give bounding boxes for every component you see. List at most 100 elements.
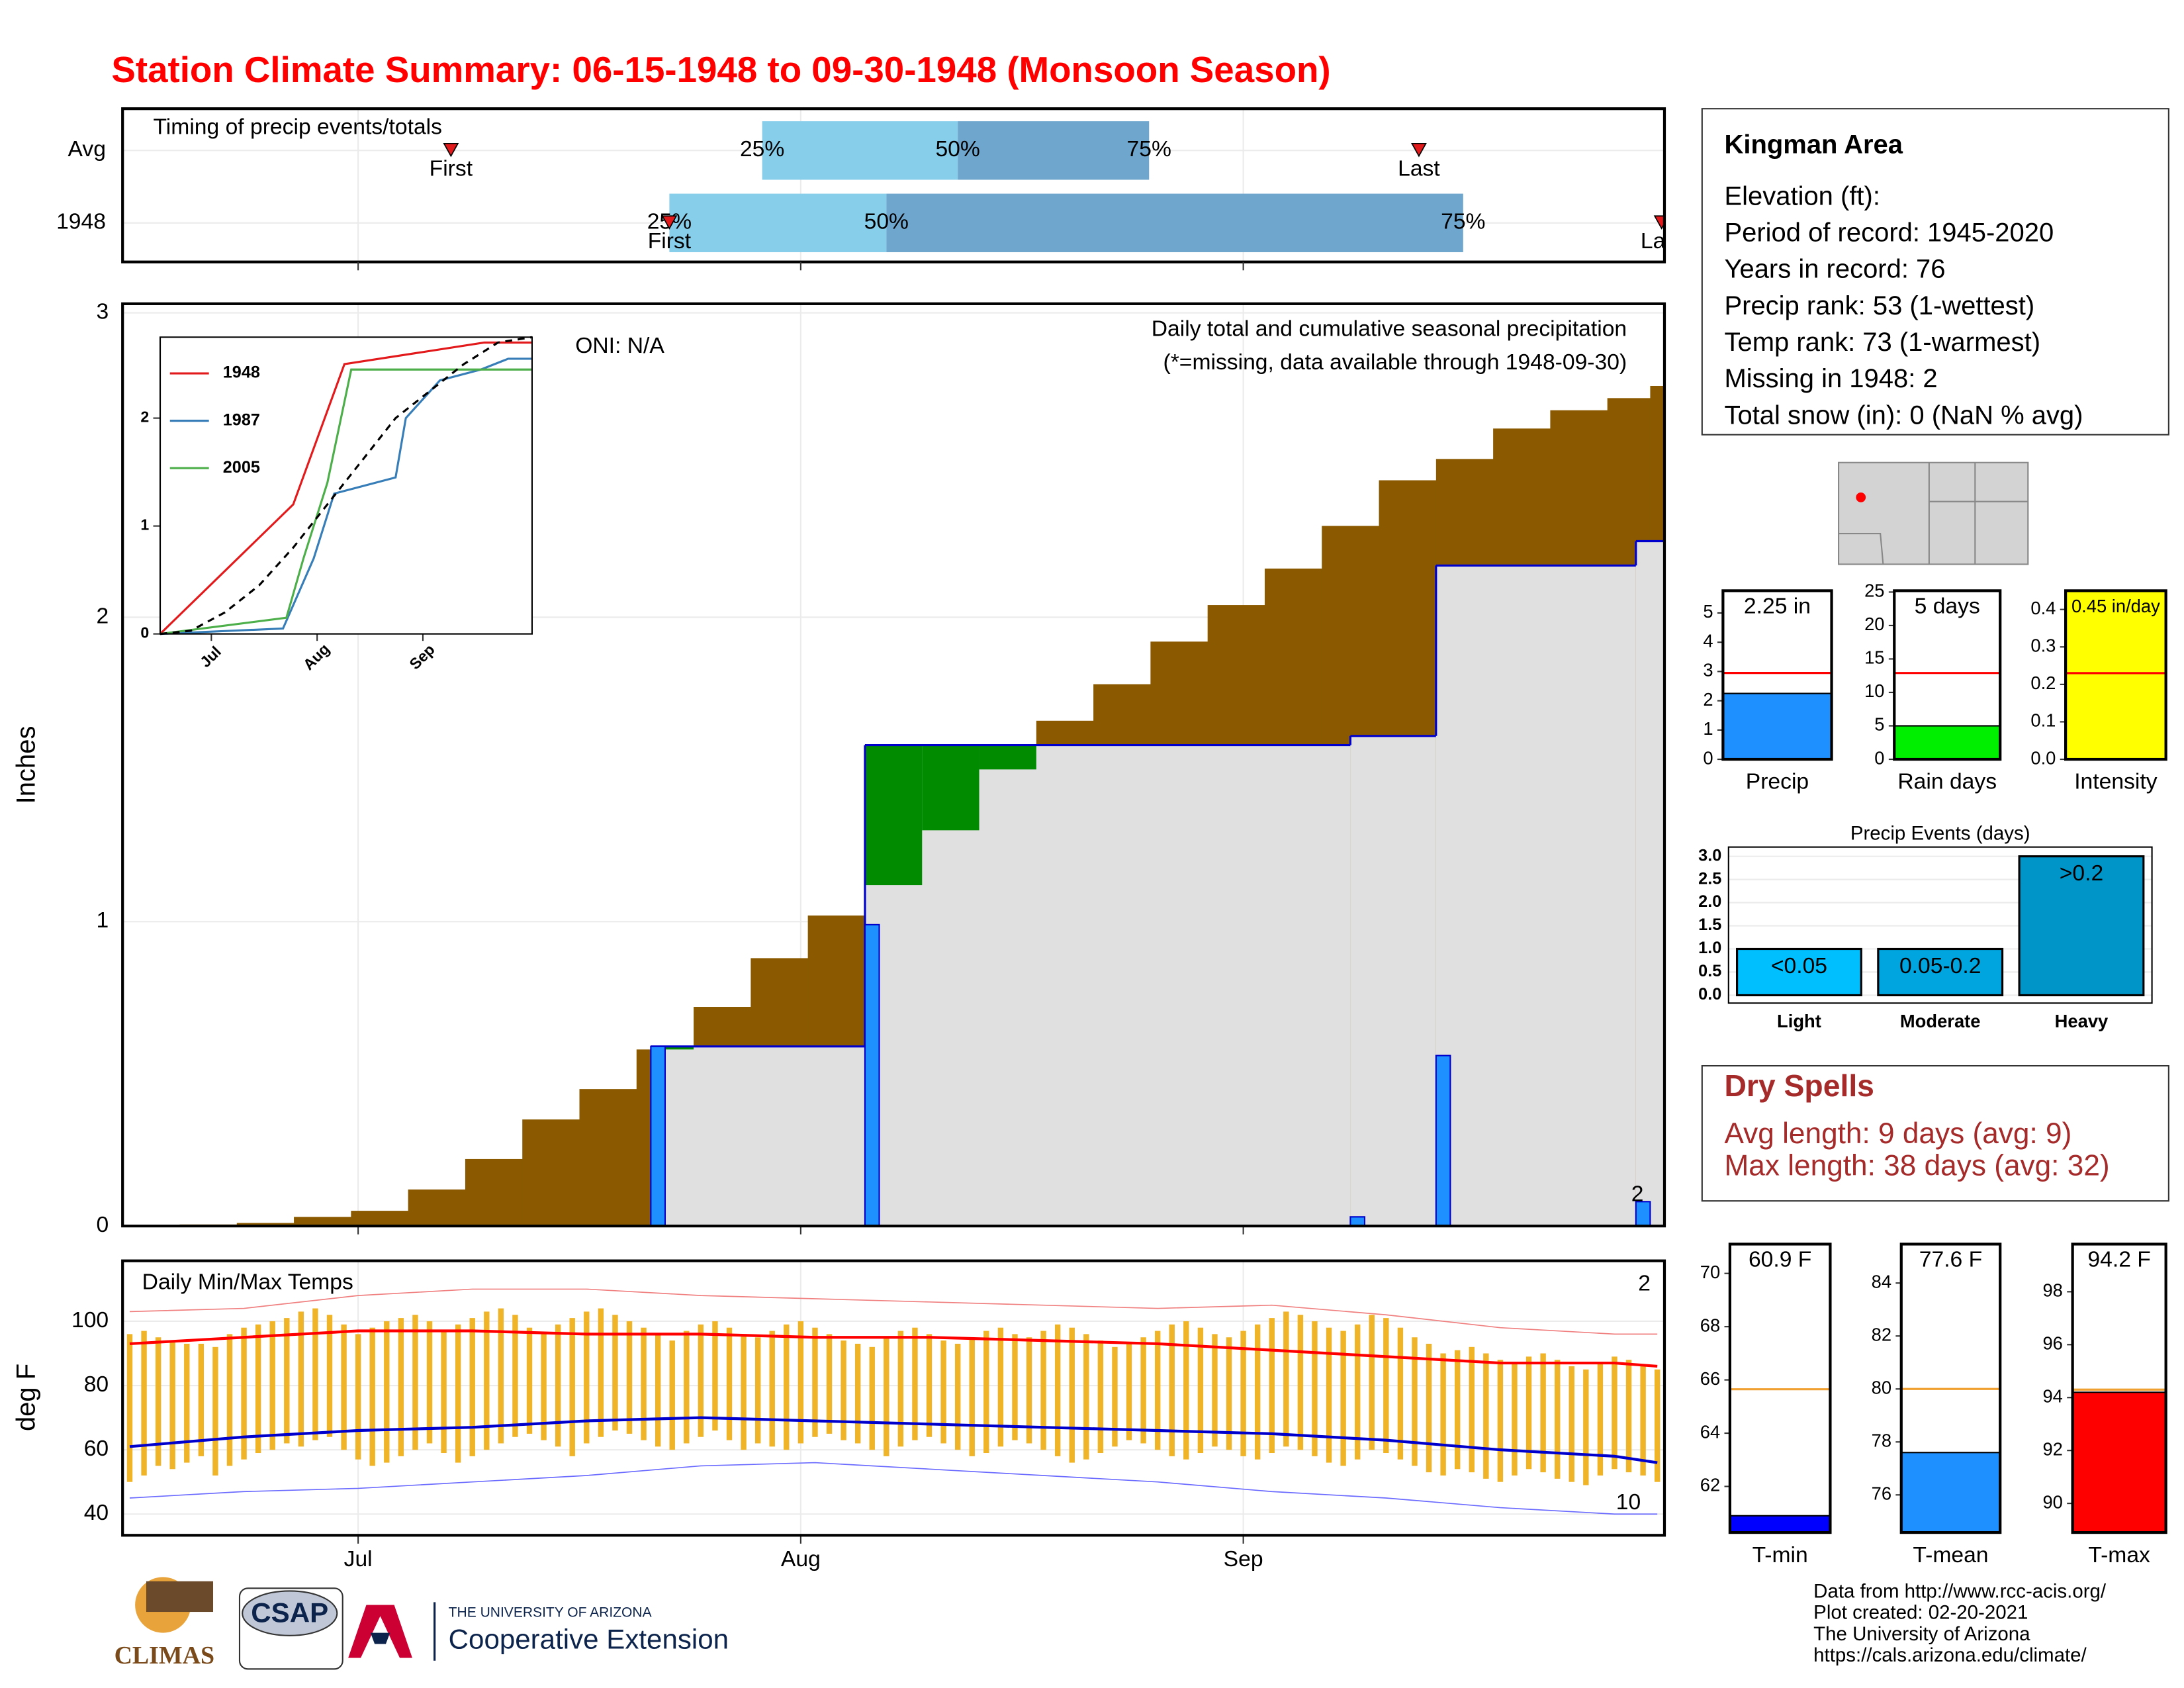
temp-range-bar	[1625, 1360, 1632, 1473]
quartile-bar	[886, 193, 1463, 252]
footer-line: Data from http://www.rcc-acis.org/	[1813, 1580, 2107, 1602]
event-marker	[1410, 142, 1427, 158]
gauge-bar	[1900, 1452, 2001, 1534]
temp-range-bar	[1054, 1324, 1061, 1456]
gauge-bar	[1729, 1515, 1831, 1534]
y-tick-label: 4	[1703, 630, 1713, 651]
logos	[135, 1577, 436, 1670]
cumulative-step	[1350, 735, 1436, 1227]
temp-range-bar	[669, 1340, 675, 1450]
page-title: Station Climate Summary: 06-15-1948 to 0…	[111, 49, 1330, 90]
y-tick-label: 1	[1703, 718, 1713, 739]
y-tick-label: 25	[1864, 581, 1884, 601]
gauge-bar	[1722, 692, 1833, 761]
y-tick-label: 68	[1700, 1315, 1720, 1335]
temp-range-bar	[412, 1315, 418, 1450]
temp-range-bar	[441, 1331, 447, 1454]
temp-range-bar	[926, 1334, 933, 1437]
event-label: Last	[1398, 157, 1440, 181]
above-average	[864, 745, 923, 886]
y-tick-label: 62	[1700, 1475, 1720, 1495]
bar-label: <0.05	[1771, 954, 1827, 978]
temp-range-bar	[655, 1334, 661, 1447]
temp-range-bar	[969, 1337, 975, 1456]
avg-cumulative-step	[579, 1089, 637, 1227]
temp-range-bar	[184, 1343, 190, 1463]
temp-range-bar	[1554, 1360, 1561, 1479]
x-tick-label: Sep	[406, 641, 437, 673]
temp-range-bar	[426, 1321, 433, 1444]
x-tick-label: Sep	[1224, 1547, 1263, 1571]
temp-range-bar	[1283, 1311, 1289, 1447]
y-tick-label: 0.0	[2030, 747, 2056, 768]
temp-range-bar	[1197, 1327, 1204, 1454]
temp-range-bar	[141, 1331, 147, 1476]
info-box	[1701, 108, 2169, 436]
avg-cumulative-step	[408, 1189, 466, 1227]
temp-range-bar	[255, 1324, 261, 1454]
chart-subtitle: Daily total and cumulative seasonal prec…	[1152, 317, 1627, 342]
bar-label: 0.05-0.2	[1899, 954, 1981, 978]
y-tick-label: 84	[1872, 1271, 1891, 1291]
y-tick-label: 98	[2042, 1280, 2062, 1301]
temp-range-bar	[1212, 1334, 1218, 1447]
avg-max-line	[129, 1329, 1658, 1368]
temp-range-bar	[1540, 1353, 1546, 1473]
category-label: T-max	[2088, 1543, 2150, 1568]
temp-range-bar	[355, 1334, 361, 1460]
daily-precip-bar	[864, 923, 880, 1227]
temp-range-bar	[912, 1327, 918, 1440]
x-tick-label: Jul	[197, 643, 224, 671]
event-label: First	[648, 229, 692, 254]
temp-range-bar	[612, 1315, 618, 1431]
x-tick-label: Heavy	[2055, 1011, 2109, 1031]
record-low-line	[129, 1462, 1658, 1515]
missing-count: 2	[1631, 1182, 1644, 1207]
temp-range-bar	[1597, 1363, 1604, 1476]
y-tick-label: 1.5	[1698, 915, 1721, 934]
panel-title: Timing of precip events/totals	[154, 115, 442, 140]
quartile-label: 75%	[1441, 210, 1485, 234]
chart-note: (*=missing, data available through 1948-…	[1163, 350, 1627, 375]
info-line: Total snow (in): 0 (NaN % avg)	[1724, 400, 2083, 430]
extension-name: Cooperative Extension	[449, 1623, 729, 1654]
dry-spells-line: Avg length: 9 days (avg: 9)	[1724, 1117, 2071, 1150]
temp-range-bar	[826, 1334, 833, 1434]
avg-min-line	[129, 1416, 1658, 1464]
temp-range-bar	[1112, 1346, 1118, 1447]
temp-range-bar	[326, 1315, 333, 1437]
record-high-line	[129, 1288, 1658, 1335]
temp-range-bar	[741, 1334, 747, 1450]
temp-range-bar	[1083, 1334, 1089, 1460]
temp-range-bar	[498, 1308, 504, 1444]
temp-range-bar	[897, 1331, 904, 1447]
y-tick-label: 15	[1864, 647, 1884, 668]
dry-spells-line: Max length: 38 days (avg: 32)	[1724, 1149, 2109, 1182]
temp-range-bar	[1454, 1350, 1461, 1470]
y-tick-label: 3	[1703, 660, 1713, 680]
temp-range-bar	[1369, 1315, 1375, 1450]
event-marker	[443, 142, 459, 158]
y-tick-label: 66	[1700, 1368, 1720, 1389]
temp-range-bar	[1397, 1327, 1404, 1460]
panel-frame	[159, 336, 533, 635]
temp-range-bar	[469, 1318, 475, 1456]
quartile-label: 75%	[1127, 137, 1171, 162]
temp-range-bar	[997, 1327, 1004, 1447]
y-tick-label: 0	[1703, 747, 1713, 768]
y-axis-title: deg F	[12, 1364, 41, 1431]
climas-logo: CLIMAS	[114, 1642, 215, 1669]
value-label: 94.2 F	[2087, 1248, 2150, 1272]
y-tick-label: 60	[84, 1436, 109, 1461]
temp-range-bar	[1183, 1321, 1189, 1460]
footer-line: The University of Arizona	[1813, 1623, 2030, 1645]
info-line: Elevation (ft):	[1724, 181, 1880, 211]
y-tick-label: 2.5	[1698, 869, 1721, 888]
dry-spells-box	[1701, 1064, 2169, 1202]
y-tick-label: 2	[140, 408, 149, 426]
panel-frame	[1727, 846, 2153, 1004]
category-label: Precip	[1746, 770, 1809, 794]
above-average	[651, 1046, 694, 1050]
panel-frame	[2071, 1243, 2167, 1534]
